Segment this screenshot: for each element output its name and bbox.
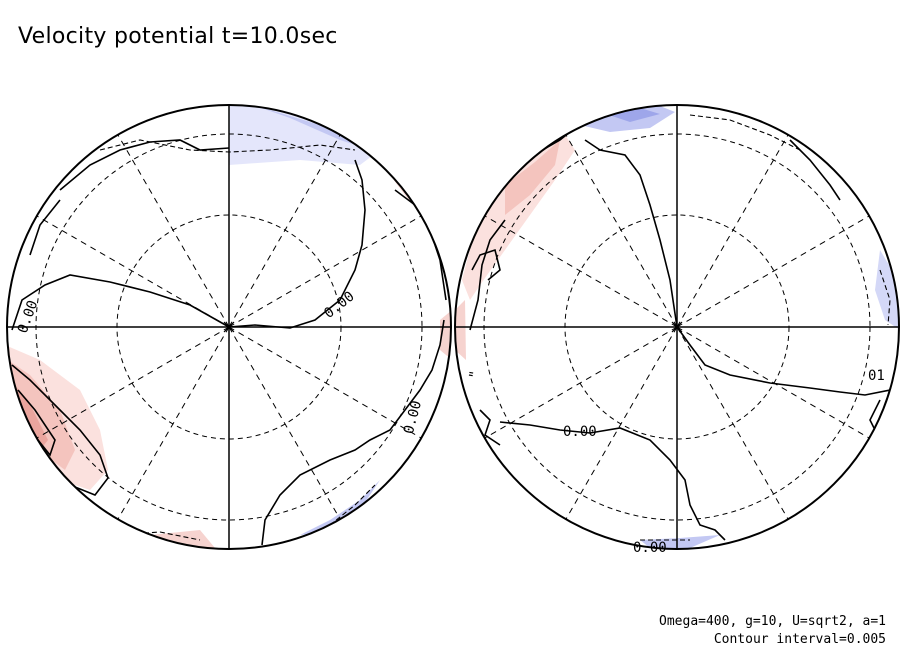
plot-title: Velocity potential t=10.0sec [18, 24, 338, 49]
contour-label: 0.00 [563, 424, 597, 440]
contour-interval-text: Contour interval=0.005 [713, 632, 886, 647]
contour-label: " [467, 369, 484, 380]
contour-label: 0.00 [15, 298, 42, 335]
parameter-text: Omega=400, g=10, U=sqrt2, a=1 [659, 614, 886, 629]
contour-label: 0.00 [401, 399, 425, 436]
contour-label: 0.00 [633, 540, 667, 556]
contour-label: 0.00 [321, 288, 357, 321]
left-hemisphere: 0.00 0.00 0.00 [6, 104, 452, 550]
contour-label: 01 [868, 368, 885, 384]
right-hemisphere: 0.00 0.00 01 " [454, 104, 900, 556]
